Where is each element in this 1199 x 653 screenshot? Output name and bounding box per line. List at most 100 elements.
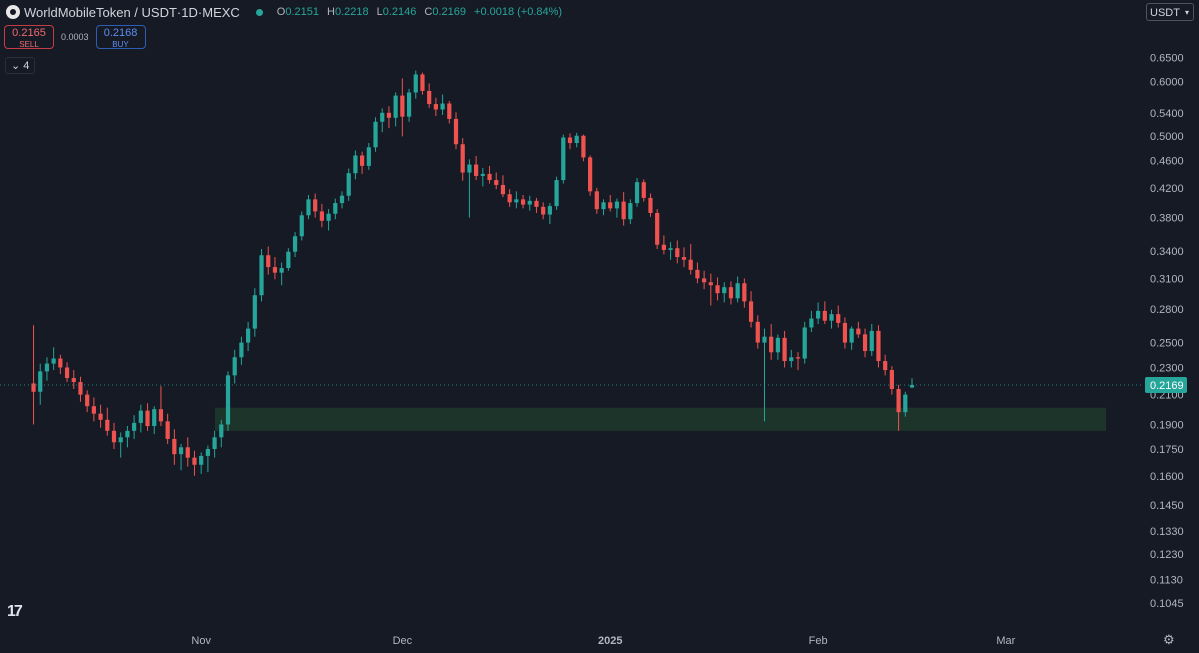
candle-body [380,112,385,122]
candle-body [648,197,653,213]
candle-body [836,314,841,323]
candle-body [567,137,573,144]
y-tick-label: 0.5000 [1150,131,1184,143]
candle-body [668,248,673,250]
candle-body [769,336,774,353]
candle-body [889,370,894,389]
open-value: 0.2151 [285,6,320,18]
sell-price: 0.2165 [12,27,46,39]
candle-body [31,383,36,392]
candle-body [842,322,848,343]
candle-body [494,180,499,185]
candle-body [199,455,204,465]
candle-body [172,438,177,455]
title-separator: · [197,4,203,20]
candle-body [192,457,197,465]
candle-body [588,157,593,192]
x-tick-label: 2025 [598,635,622,647]
candle-body [876,330,881,362]
y-tick-label: 0.1045 [1150,598,1184,610]
candle-body [433,104,438,110]
y-tick-label: 0.6000 [1150,76,1184,88]
candle-body [655,212,660,245]
candle-body [541,206,546,215]
candle-body [205,449,210,456]
candle-body [581,135,586,158]
candle-body [722,287,727,294]
candle-body [594,191,599,210]
indicators-toggle[interactable]: ⌄ 4 [5,57,36,74]
x-tick-label: Feb [809,635,828,647]
candle-body [165,421,170,439]
candle-body [44,363,50,372]
symbol-name[interactable]: WorldMobileToken / USDT [24,4,177,20]
candle-body [292,236,298,252]
candle-body [601,202,606,210]
y-tick-label: 0.1900 [1150,419,1184,431]
interval[interactable]: 1D [181,4,198,20]
candle-body [574,135,579,144]
candle-body [111,430,117,443]
candle-body [272,267,278,273]
candle-body [440,103,445,110]
chevron-down-icon: ▾ [1184,8,1189,17]
close-label: C [424,6,433,18]
candle-body [742,283,747,302]
candle-body [883,361,888,371]
candle-body [91,406,96,414]
candle-body [856,328,861,335]
candle-body [51,358,56,364]
candle-body [239,342,244,358]
candle-body [306,199,311,216]
candle-body [152,409,157,427]
close-value: 0.2169 [432,6,467,18]
candle-body [829,314,834,321]
sell-label: SELL [19,40,39,49]
candle-body [353,155,358,174]
candle-body [862,334,868,352]
y-tick-label: 0.6500 [1150,52,1184,64]
candle-body [360,155,365,166]
low-label: L [376,6,383,18]
y-tick-label: 0.1230 [1150,549,1184,561]
gear-icon[interactable]: ⚙ [1163,632,1175,647]
sell-button[interactable]: 0.2165 SELL [4,25,54,49]
candle-body [702,278,707,283]
candle-body [487,173,492,181]
ohlc-readout: O0.2151 H0.2218 L0.2146 C0.2169 +0.0018 … [277,6,562,18]
candle-body [138,410,143,423]
candle-body [178,447,184,455]
candle-body [98,413,103,420]
candle-body [299,215,304,237]
candle-body [547,206,552,215]
candle-body [775,337,780,353]
candle-body [822,310,827,321]
candle-body [78,382,83,395]
y-tick-label: 0.3400 [1150,246,1184,258]
candle-body [896,388,901,413]
chevron-down-icon: ⌄ [11,60,21,72]
high-label: H [327,6,335,18]
support-zone [215,407,1106,431]
candle-body [266,255,271,268]
candle-body [85,394,90,407]
candle-body [326,213,331,221]
candle-body [534,200,539,207]
candle-body [507,194,512,203]
buy-button[interactable]: 0.2168 BUY [95,25,146,49]
candle-body [621,201,626,220]
candle-body [447,103,452,119]
y-tick-label: 0.1450 [1150,500,1184,512]
candle-body [708,282,713,286]
candle-body [608,202,613,209]
y-tick-label: 0.1600 [1150,471,1184,483]
candle-body [688,259,693,270]
y-tick-label: 0.4200 [1150,183,1184,195]
candle-body [313,199,318,212]
currency-select[interactable]: USDT ▾ [1146,3,1194,21]
candle-body [105,419,110,431]
candle-body [158,409,164,422]
y-tick-label: 0.1330 [1150,526,1184,538]
title-separator: · [176,4,182,20]
